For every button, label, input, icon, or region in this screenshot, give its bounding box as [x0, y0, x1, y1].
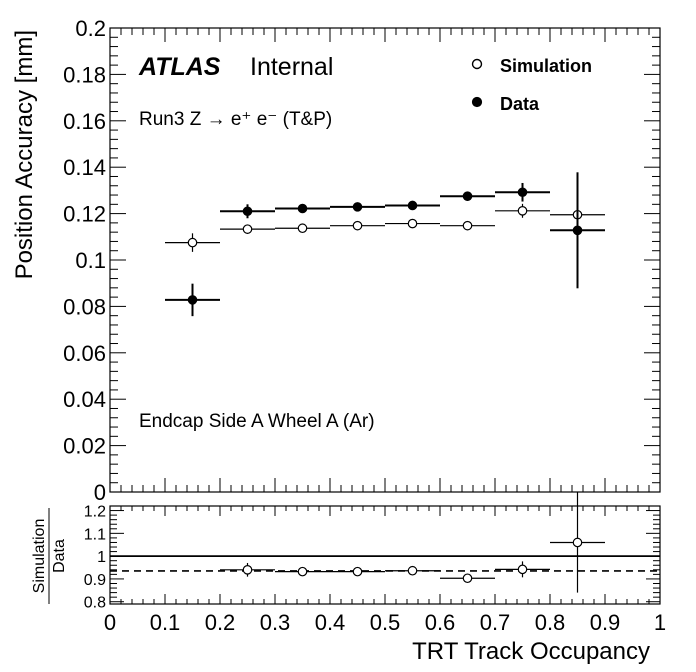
main-series-group	[165, 172, 605, 317]
ratio-point	[220, 562, 275, 577]
legend-marker-filled-circle	[471, 96, 483, 108]
ratio-y-label-denominator: Data	[51, 539, 68, 573]
x-tick-label: 0.9	[590, 610, 621, 635]
ratio-y-tick-label: 1	[97, 549, 106, 566]
simulation-marker	[297, 223, 308, 234]
data-point	[440, 191, 495, 201]
y-tick-label: 0.12	[63, 202, 106, 227]
data-marker	[297, 203, 308, 214]
ratio-marker	[242, 565, 253, 575]
x-axis-label: TRT Track Occupancy	[412, 638, 650, 665]
simulation-marker	[187, 237, 198, 248]
ratio-series-group	[220, 492, 605, 593]
data-point	[220, 204, 275, 219]
ratio-y-tick-labels: 0.8 0.9 1 1.1 1.2	[84, 504, 106, 612]
legend: Simulation Data	[471, 56, 592, 114]
simulation-marker	[407, 218, 418, 229]
legend-label-data: Data	[500, 94, 540, 114]
ratio-y-tick-label: 1.1	[84, 526, 106, 543]
atlas-label: ATLAS	[138, 53, 221, 81]
x-tick-label: 0.6	[425, 610, 456, 635]
ratio-marker	[407, 565, 418, 576]
data-point	[495, 182, 550, 202]
main-y-tick-labels: 0 0.02 0.04 0.06 0.08 0.1 0.12 0.14 0.16 0.18 0.2	[63, 16, 106, 505]
data-marker	[187, 295, 198, 305]
ratio-marker	[297, 566, 308, 577]
data-point	[385, 200, 440, 211]
ratio-point	[495, 561, 550, 578]
ratio-y-tick-label: 0.9	[84, 572, 106, 589]
simulation-marker	[352, 220, 363, 231]
x-tick-labels: 0 0.1 0.2 0.3 0.4 0.5 0.6 0.7 0.8 0.9 1	[104, 610, 666, 635]
ratio-point	[550, 492, 605, 593]
ratio-marker	[352, 566, 363, 577]
y-tick-label: 0.1	[75, 248, 106, 273]
data-point	[275, 203, 330, 214]
x-tick-label: 0	[104, 610, 116, 635]
simulation-marker	[242, 224, 253, 234]
x-tick-label: 0.5	[370, 610, 401, 635]
data-point	[550, 172, 605, 289]
region-label: Endcap Side A Wheel A (Ar)	[139, 411, 375, 432]
ratio-marker	[572, 537, 583, 548]
main-axis-ticks	[109, 27, 661, 493]
data-point	[330, 202, 385, 212]
y-tick-label: 0.06	[63, 341, 106, 366]
ratio-y-axis-label: Simulation Data	[31, 508, 68, 604]
legend-entry-data: Data	[471, 94, 540, 114]
ratio-y-tick-label: 0.8	[84, 595, 106, 612]
y-tick-label: 0.08	[63, 294, 106, 319]
y-tick-label: 0.16	[63, 109, 106, 134]
simulation-marker	[462, 220, 473, 231]
ratio-point	[440, 573, 495, 584]
ratio-y-tick-label: 1.2	[84, 504, 106, 521]
internal-label: Internal	[250, 53, 333, 81]
x-tick-label: 0.4	[315, 610, 346, 635]
simulation-point	[440, 220, 495, 231]
ratio-reference-lines	[110, 555, 660, 572]
simulation-point	[385, 218, 440, 229]
legend-label-simulation: Simulation	[500, 56, 592, 76]
data-marker	[242, 206, 253, 217]
simulation-point	[275, 223, 330, 234]
x-tick-label: 0.7	[480, 610, 511, 635]
y-tick-label: 0.04	[63, 387, 106, 412]
ratio-y-label-numerator: Simulation	[31, 519, 48, 594]
x-tick-label: 0.8	[535, 610, 566, 635]
y-tick-label: 0.2	[75, 16, 106, 41]
simulation-point	[495, 203, 550, 218]
ratio-plot-panel: 0.80.911.11.2 0 0.1 0.2 0.3 0.4 0.5 0.6 0.7 0.8 0…	[84, 492, 666, 635]
ratio-point	[275, 566, 330, 577]
legend-entry-simulation: Simulation	[471, 56, 592, 76]
x-tick-label: 0.3	[260, 610, 291, 635]
y-tick-label: 0.18	[63, 62, 106, 87]
ratio-point	[330, 566, 385, 577]
y-tick-label: 0.02	[63, 434, 106, 459]
process-label: Run3 Z → e⁺ e⁻ (T&P)	[139, 109, 332, 130]
simulation-point	[330, 220, 385, 231]
data-marker	[462, 191, 473, 201]
data-point	[165, 283, 220, 317]
ratio-marker	[517, 564, 528, 575]
ratio-axis-ticks	[109, 506, 661, 604]
x-tick-label: 0.1	[150, 610, 181, 635]
y-tick-label: 0	[94, 480, 106, 505]
ratio-marker	[462, 573, 473, 584]
ratio-point	[385, 565, 440, 576]
y-tick-label: 0.14	[63, 155, 106, 180]
data-marker	[572, 225, 583, 236]
main-plot-panel: 0 0.02 0.04 0.06 0.08 0.1 0.12 0.14 0.16 0.18 0.2	[63, 16, 661, 505]
data-marker	[352, 202, 363, 212]
legend-marker-open-circle	[471, 58, 483, 70]
data-marker	[407, 200, 418, 211]
x-tick-label: 1	[654, 610, 666, 635]
simulation-point	[165, 233, 220, 252]
data-marker	[517, 187, 528, 198]
main-y-axis-label: Position Accuracy [mm]	[11, 30, 38, 279]
simulation-marker	[517, 206, 528, 216]
x-tick-label: 0.2	[205, 610, 236, 635]
simulation-point	[220, 224, 275, 234]
